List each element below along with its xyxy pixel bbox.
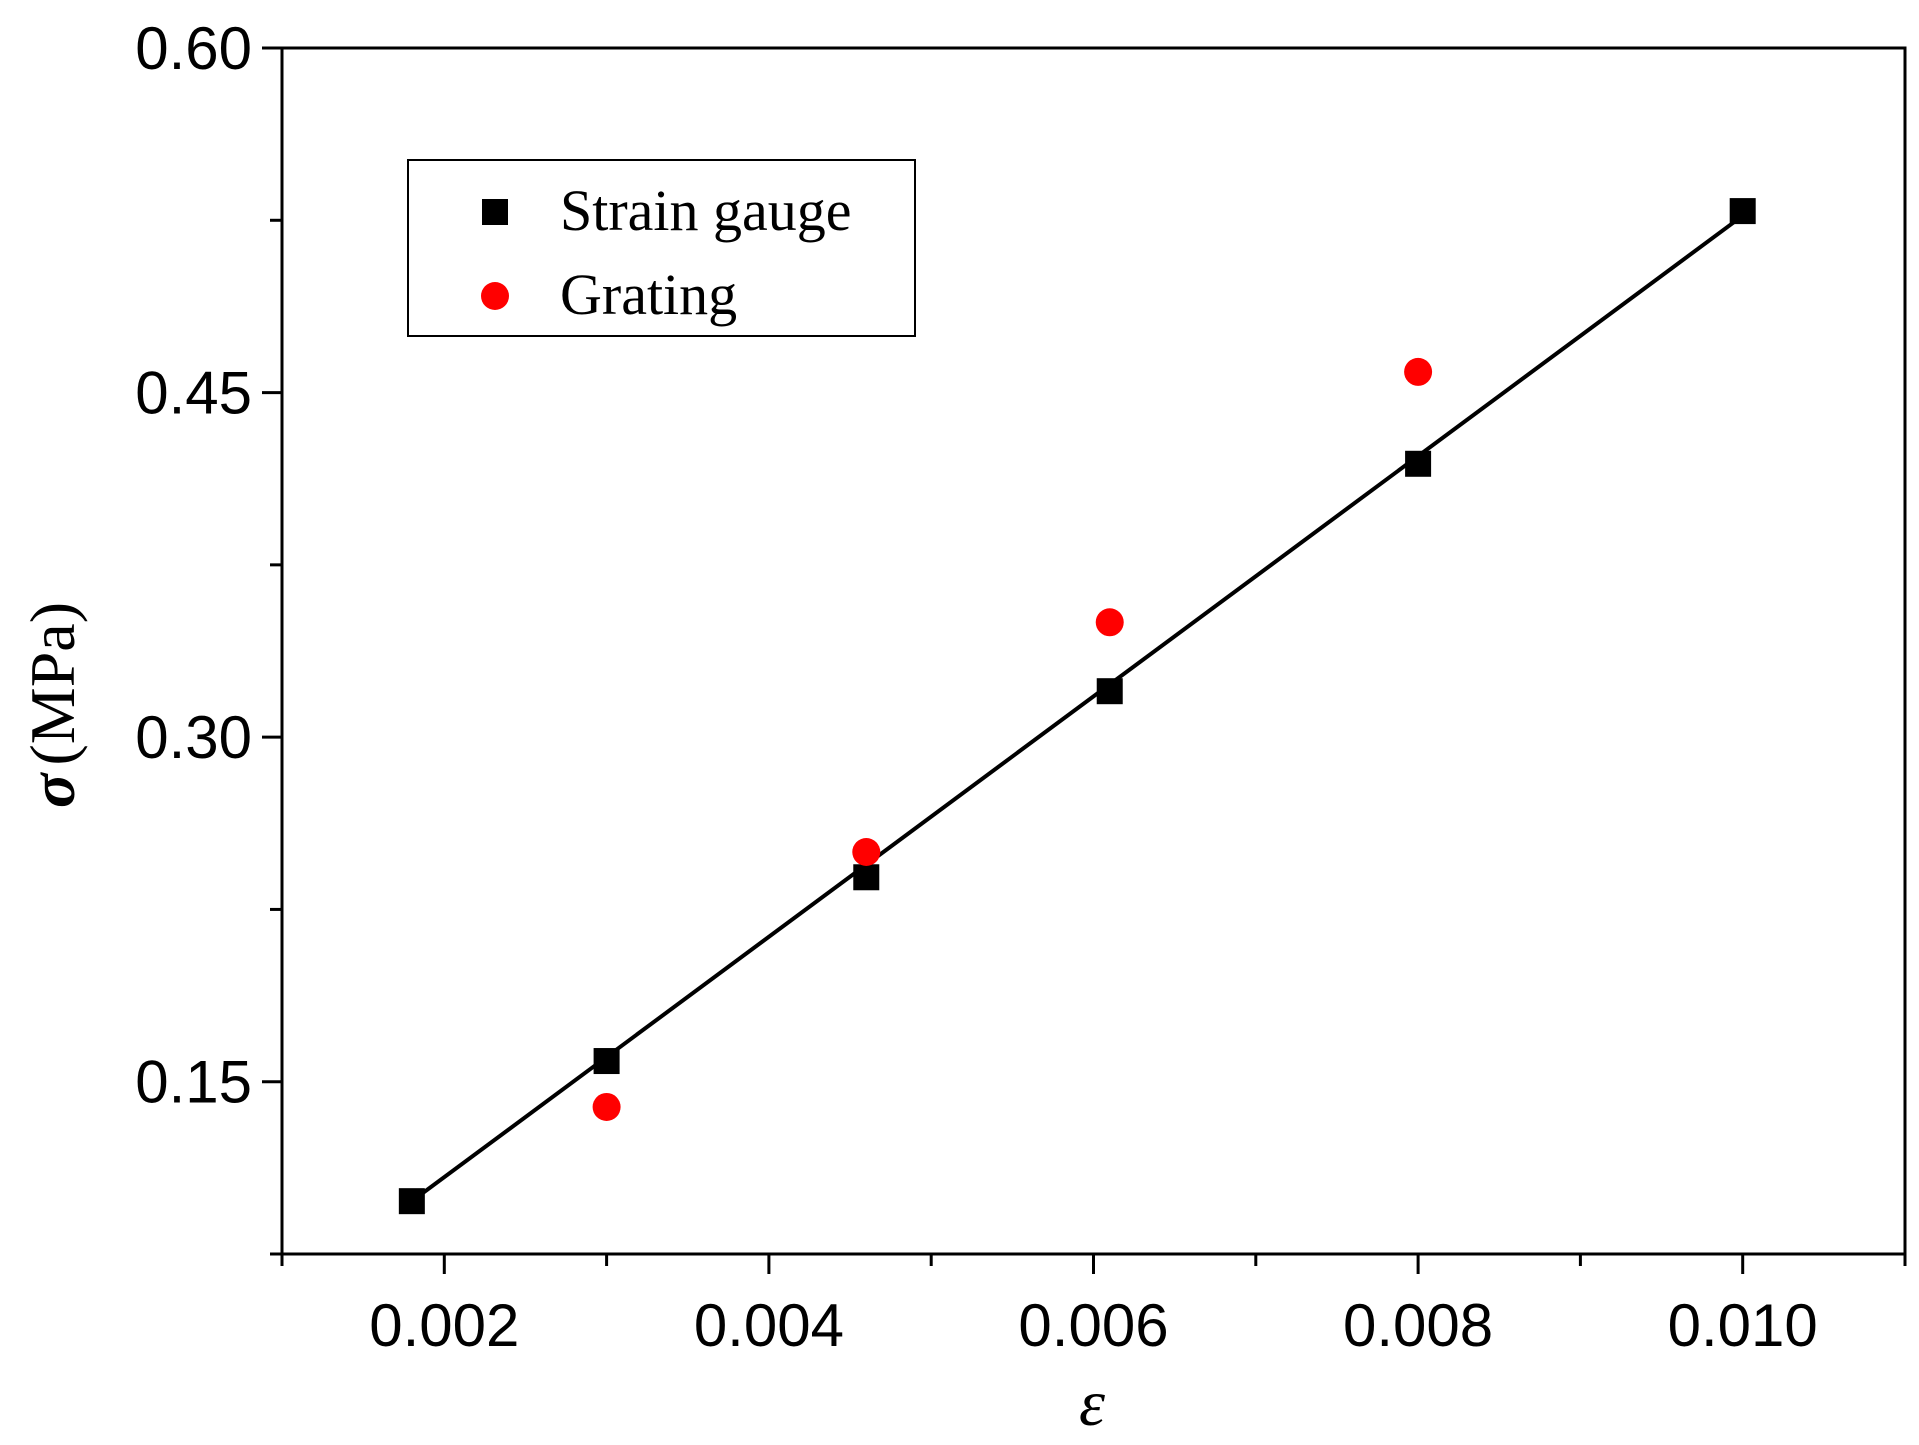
x-axis-title: ε <box>1079 1367 1105 1440</box>
y-tick-label: 0.45 <box>135 360 252 427</box>
legend-marker-grating <box>481 282 509 310</box>
legend-marker-strain-gauge <box>482 199 508 225</box>
y-axis-title: σ (MPa) <box>17 602 88 808</box>
point-grating <box>1404 357 1433 386</box>
point-strain-gauge <box>1405 450 1432 477</box>
legend-label-strain-gauge: Strain gauge <box>560 178 852 243</box>
point-strain-gauge <box>853 864 880 891</box>
point-grating <box>852 838 881 866</box>
linear-fit-line <box>410 214 1744 1203</box>
legend: Strain gauge Grating <box>407 159 916 337</box>
point-strain-gauge <box>1729 198 1756 225</box>
legend-label-grating: Grating <box>560 262 737 327</box>
x-tick-label: 0.004 <box>694 1292 844 1359</box>
point-strain-gauge <box>398 1188 425 1215</box>
x-tick-label: 0.002 <box>369 1292 519 1359</box>
x-tick-labels: 0.002 0.004 0.006 0.008 0.010 <box>369 1292 1818 1359</box>
y-axis-title-symbol: σ <box>17 772 88 808</box>
x-tick-label: 0.008 <box>1343 1292 1493 1359</box>
data-points <box>398 198 1756 1215</box>
y-tick-label: 0.60 <box>135 15 252 82</box>
axis-ticks <box>262 46 1907 1274</box>
point-grating <box>592 1092 621 1121</box>
svg-text:σ(MPa): σ (MPa) <box>17 602 88 808</box>
y-tick-label: 0.30 <box>135 704 252 771</box>
x-tick-label: 0.006 <box>1018 1292 1168 1359</box>
x-tick-label: 0.010 <box>1668 1292 1818 1359</box>
point-grating <box>1095 608 1124 637</box>
point-strain-gauge <box>593 1048 620 1075</box>
y-axis-title-unit: (MPa) <box>17 602 88 766</box>
y-tick-labels: 0.15 0.30 0.45 0.60 <box>135 15 252 1116</box>
y-tick-label: 0.15 <box>135 1049 252 1116</box>
point-strain-gauge <box>1096 678 1123 705</box>
